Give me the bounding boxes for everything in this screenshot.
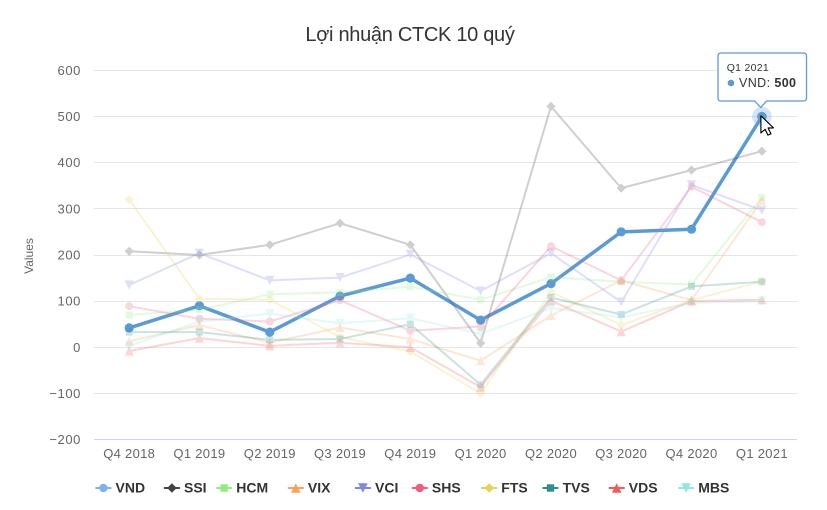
svg-text:Q1 2019: Q1 2019 (173, 446, 225, 461)
svg-text:600: 600 (58, 63, 82, 78)
svg-text:100: 100 (58, 294, 82, 309)
svg-text:Q2 2019: Q2 2019 (244, 446, 296, 461)
svg-text:VND: 500: VND: 500 (739, 76, 796, 90)
svg-text:−200: −200 (49, 432, 81, 447)
svg-text:−100: −100 (49, 386, 81, 401)
svg-text:SSI: SSI (184, 479, 207, 495)
svg-text:Q2 2020: Q2 2020 (525, 446, 577, 461)
svg-text:Values: Values (22, 238, 36, 274)
svg-text:Q1 2021: Q1 2021 (736, 446, 788, 461)
svg-text:VIX: VIX (308, 479, 331, 495)
svg-text:MBS: MBS (698, 479, 729, 495)
svg-text:500: 500 (58, 109, 82, 124)
svg-text:400: 400 (58, 155, 82, 170)
svg-text:VDS: VDS (629, 479, 658, 495)
svg-text:Q1 2020: Q1 2020 (455, 446, 507, 461)
svg-text:FTS: FTS (501, 479, 527, 495)
svg-text:SHS: SHS (432, 479, 461, 495)
svg-text:200: 200 (58, 248, 82, 263)
svg-text:TVS: TVS (563, 479, 590, 495)
svg-text:Q3 2019: Q3 2019 (314, 446, 366, 461)
svg-text:HCM: HCM (236, 479, 268, 495)
svg-text:300: 300 (58, 201, 82, 216)
svg-text:Q4 2018: Q4 2018 (103, 446, 155, 461)
svg-text:Lợi nhuận CTCK 10 quý: Lợi nhuận CTCK 10 quý (305, 24, 514, 46)
svg-text:VCI: VCI (375, 479, 398, 495)
svg-text:0: 0 (73, 340, 81, 355)
svg-text:VND: VND (116, 479, 146, 495)
svg-text:Q1 2021: Q1 2021 (727, 62, 769, 74)
svg-text:Q4 2019: Q4 2019 (384, 446, 436, 461)
svg-text:Q3 2020: Q3 2020 (595, 446, 647, 461)
svg-text:Q4 2020: Q4 2020 (666, 446, 718, 461)
